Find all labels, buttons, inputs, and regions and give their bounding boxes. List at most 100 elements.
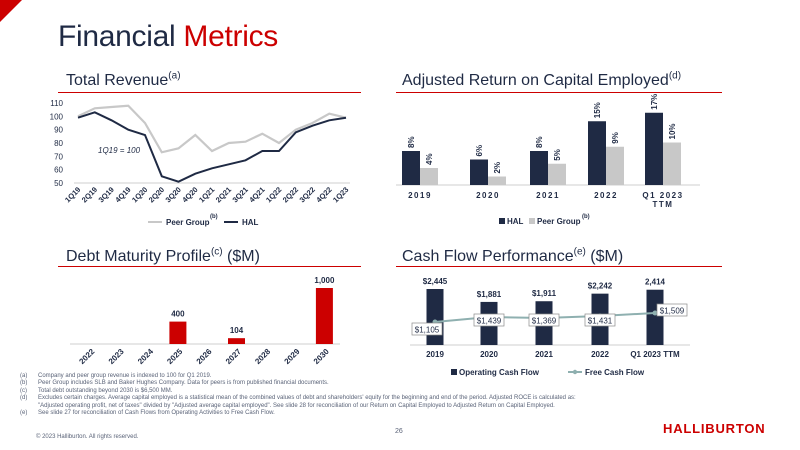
footnote: (b) Peer Group includes SLB and Baker Hug… xyxy=(20,380,329,387)
legend-peer-label: Peer Group xyxy=(166,218,210,227)
debt-x-tick: 2027 xyxy=(224,347,243,366)
roce-peer-label: 5% xyxy=(553,149,562,161)
revenue-x-tick: 1Q22 xyxy=(264,185,283,204)
fcf-label: $1,509 xyxy=(660,307,685,316)
ocf-bar-label: 2,414 xyxy=(645,278,666,287)
fcf-point xyxy=(652,310,658,316)
debt-x-tick: 2024 xyxy=(136,347,155,366)
copyright: © 2023 Halliburton. All rights reserved. xyxy=(36,434,139,440)
roce-peer-bar xyxy=(548,163,566,185)
brand-logo: HALLIBURTON xyxy=(663,421,766,436)
roce-x-tick: TTM xyxy=(653,200,674,209)
roce-legend-hal-swatch xyxy=(499,218,505,224)
roce-hal-bar xyxy=(645,112,663,185)
hal-line xyxy=(77,111,347,183)
peer-group-line xyxy=(77,104,347,154)
footnote: (c) Total debt outstanding beyond 2030 is… xyxy=(20,387,173,394)
debt-bar-label: 104 xyxy=(230,326,244,335)
roce-peer-label: 9% xyxy=(611,132,620,144)
footnotes: (a) Company and peer group revenue is ind… xyxy=(20,373,780,417)
cashflow-legend-ocf-label: Operating Cash Flow xyxy=(459,368,540,377)
revenue-x-tick: 4Q22 xyxy=(314,185,333,204)
debt-x-tick: 2030 xyxy=(312,347,331,366)
revenue-y-tick: 110 xyxy=(50,99,63,108)
roce-legend-hal-label: HAL xyxy=(507,217,524,226)
revenue-y-tick: 80 xyxy=(54,139,63,148)
cashflow-legend-ocf-swatch xyxy=(451,369,457,375)
roce-hal-bar xyxy=(588,121,606,185)
revenue-x-tick: 1Q23 xyxy=(331,185,350,204)
footnote: (a) Company and peer group revenue is ind… xyxy=(20,373,212,379)
roce-x-tick: 2019 xyxy=(408,191,432,200)
ocf-bar-label: $1,881 xyxy=(477,290,502,299)
ocf-bar-label: $2,242 xyxy=(588,282,613,291)
legend-sup: (b) xyxy=(210,214,218,220)
debt-bar-label: 400 xyxy=(171,310,185,319)
debt-bar xyxy=(315,288,333,344)
revenue-y-tick: 100 xyxy=(50,112,64,121)
debt-x-tick: 2029 xyxy=(283,347,302,366)
revenue-title: Total Revenue(a) xyxy=(66,70,181,89)
revenue-x-tick: 4Q19 xyxy=(113,185,132,204)
roce-x-tick: 2020 xyxy=(476,191,500,200)
revenue-y-tick: 50 xyxy=(54,179,63,188)
debt-title-rule xyxy=(58,266,361,267)
debt-x-tick: 2025 xyxy=(165,347,184,366)
roce-hal-label: 8% xyxy=(535,136,544,148)
cashflow-x-tick: 2019 xyxy=(426,350,444,359)
cashflow-x-tick: Q1 2023 TTM xyxy=(630,350,680,359)
cashflow-legend-fcf-marker xyxy=(572,369,578,375)
cashflow-title-rule xyxy=(396,266,722,267)
legend-hal-label: HAL xyxy=(242,218,259,227)
fcf-label-box xyxy=(528,313,560,327)
roce-peer-label: 10% xyxy=(668,123,677,139)
ocf-bar-label: $2,445 xyxy=(423,277,448,286)
footnote: (d) Excludes certain charges. Average cap… xyxy=(20,395,576,402)
roce-x-tick: 2022 xyxy=(594,191,618,200)
debt-title: Debt Maturity Profile(c) ($M) xyxy=(66,246,260,265)
debt-bar-label: 1,000 xyxy=(314,276,335,285)
cashflow-legend-fcf-label: Free Cash Flow xyxy=(585,368,645,377)
revenue-title-rule xyxy=(58,92,361,93)
revenue-x-tick: 1Q20 xyxy=(130,185,149,204)
revenue-x-tick: 2Q21 xyxy=(214,185,233,204)
roce-legend-sup: (b) xyxy=(582,214,590,220)
roce-peer-label: 2% xyxy=(493,162,502,174)
debt-bar xyxy=(169,321,187,344)
cashflow-x-tick: 2022 xyxy=(591,350,609,359)
roce-title: Adjusted Return on Capital Employed(d) xyxy=(402,70,682,89)
roce-legend-peer-label: Peer Group xyxy=(537,217,581,226)
footnote: "Adjusted operating profit, net of taxes… xyxy=(38,402,555,409)
revenue-x-tick: 4Q21 xyxy=(247,185,266,204)
revenue-x-tick: 2Q19 xyxy=(80,185,99,204)
roce-peer-bar xyxy=(663,142,681,185)
revenue-y-tick: 90 xyxy=(54,126,63,135)
roce-x-tick: 2021 xyxy=(536,191,560,200)
roce-hal-bar xyxy=(470,159,488,185)
roce-legend-peer-swatch xyxy=(529,218,535,224)
roce-title-rule xyxy=(396,92,722,93)
cashflow-x-tick: 2021 xyxy=(535,350,553,359)
roce-hal-label: 6% xyxy=(475,145,484,157)
page-number: 26 xyxy=(395,428,403,435)
roce-hal-label: 17% xyxy=(650,94,659,110)
roce-peer-bar xyxy=(606,146,624,185)
fcf-label-box xyxy=(411,322,443,336)
ocf-bar xyxy=(646,289,664,345)
ocf-bar-label: $1,911 xyxy=(532,289,557,298)
roce-hal-label: 15% xyxy=(593,102,602,118)
revenue-x-tick: 1Q19 xyxy=(63,185,82,204)
fcf-label: $1,105 xyxy=(415,326,440,335)
revenue-x-tick: 3Q19 xyxy=(97,185,116,204)
fcf-label: $1,431 xyxy=(588,317,613,326)
debt-x-tick: 2026 xyxy=(195,347,214,366)
revenue-x-tick: 2Q22 xyxy=(281,185,300,204)
roce-peer-bar xyxy=(420,168,438,185)
cashflow-title: Cash Flow Performance(e) ($M) xyxy=(402,246,624,265)
revenue-x-tick: 3Q22 xyxy=(298,185,317,204)
cashflow-x-tick: 2020 xyxy=(480,350,498,359)
page-title: Financial Metrics xyxy=(58,20,278,53)
fcf-label: $1,439 xyxy=(477,317,502,326)
revenue-x-tick: 4Q20 xyxy=(180,185,199,204)
